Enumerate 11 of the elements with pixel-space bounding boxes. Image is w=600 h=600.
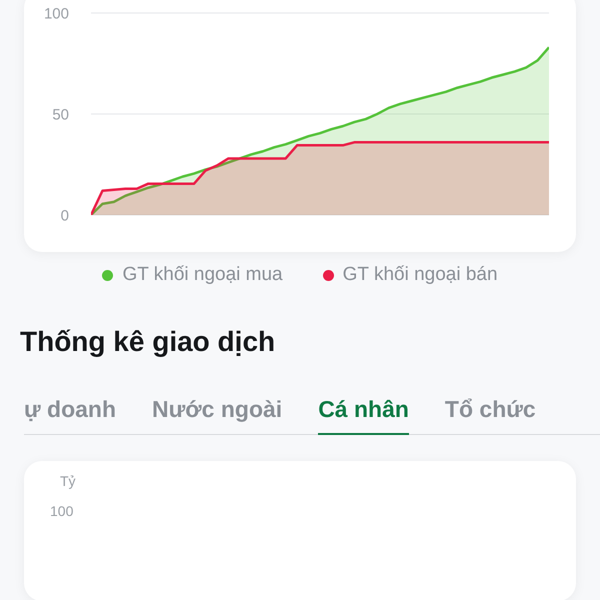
text: ự doanh (24, 396, 116, 424)
y-tick-label: 50 (52, 106, 69, 124)
text: Thống kê giao dịch (19, 325, 276, 358)
y-tick-label: 100 (44, 5, 69, 22)
text: Cá nhân (318, 396, 409, 435)
text: Tổ chức (444, 396, 536, 424)
text: Tỷ (60, 473, 76, 489)
text: Nước ngoài (152, 396, 282, 424)
legend-label: GT khối ngoại bán (342, 264, 498, 286)
legend-label: GT khối ngoại mua (122, 264, 283, 286)
y-tick-label: 0 (60, 207, 69, 224)
